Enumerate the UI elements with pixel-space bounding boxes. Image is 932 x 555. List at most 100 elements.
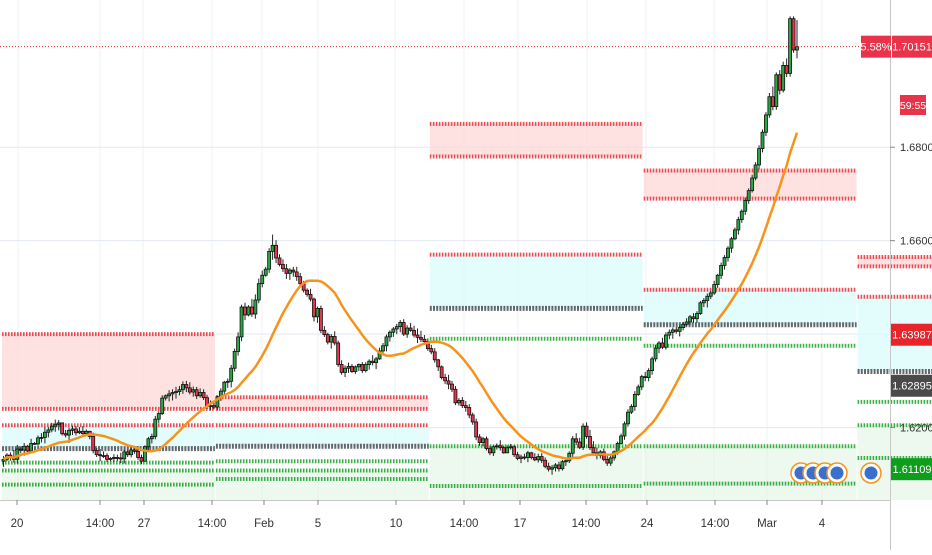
candle-up [667,331,672,336]
candle-down [94,450,99,456]
candle-up [567,452,572,462]
candle-up [398,322,403,328]
candle-up [263,268,268,276]
time-tick-label: 14:00 [86,518,115,530]
candle-up [739,210,744,221]
candle-up [367,360,372,365]
candle-down [470,414,475,423]
candle-down [432,351,437,361]
candle-up [684,321,689,325]
resistance-band [857,257,932,267]
level-badge-label: 1.63987 [892,330,932,342]
candle-up [563,460,568,463]
candle-down [501,447,506,454]
candle-down [453,388,458,404]
candle-down [125,451,130,456]
event-marker-icon [830,466,844,480]
candle-up [122,451,127,460]
candle-up [519,456,523,459]
candle-up [15,448,20,460]
candle-up [353,366,358,372]
pivot-band [643,289,857,325]
candle-down [777,74,782,91]
candle-up [198,392,203,397]
level-badge-label: 1.62895 [892,381,932,393]
price-axis-ticks[interactable]: 1.68000 1.66000 1.62000 [890,142,932,435]
candle-up [394,326,399,330]
candle-down [605,458,610,464]
candle-up [229,367,234,382]
time-tick-label: Mar [757,518,777,530]
candle-up [236,336,241,352]
candle-up [163,395,168,399]
support-band [215,470,429,500]
candle-down [463,405,468,408]
candle-up [750,177,755,192]
candle-down [298,276,303,285]
candle-down [291,269,296,273]
candle-down [474,421,479,438]
candle-down [339,364,344,373]
candle-up [270,244,275,252]
candle-up [698,302,703,314]
candle-up [329,336,334,343]
candle-down [370,360,375,364]
candle-down [422,338,427,342]
candle-up [225,380,230,383]
candle-up [215,396,220,408]
candle-up [56,422,61,425]
candle-up [677,327,682,332]
candle-up [46,429,51,433]
candle-up [719,265,723,276]
candle-up [494,445,499,448]
candle-up [608,457,613,464]
candle-down [412,329,416,336]
level-badge-box [891,323,932,346]
candle-up [112,457,116,459]
candle-up [491,446,496,454]
event-markers[interactable] [790,462,882,484]
candle-up [764,114,768,133]
candle-up [636,386,641,395]
candle-down [360,364,365,371]
candle-down [350,365,354,372]
time-axis-ticks[interactable]: 20 14:00 27 14:00 Feb 5 10 14:00 17 14:00 24 14:00 M… [11,500,826,530]
candle-down [318,308,323,331]
candle-up [170,392,175,395]
candle-up [708,292,713,297]
candle-up [36,437,40,445]
candle-down [32,443,37,445]
level-badge-box [891,374,932,397]
price-tick-label: 1.66000 [900,236,932,248]
candle-up [129,449,134,456]
event-marker-icon [864,466,878,480]
candle-down [512,446,516,456]
candle-up [650,358,654,371]
candle-up [177,389,182,392]
candle-up [405,327,410,335]
candle-down [18,448,23,451]
candle-up [356,364,361,368]
candle-down [274,244,278,259]
candle-up [560,461,565,470]
candle-up [733,229,737,240]
candle-down [643,376,648,379]
time-axis-background[interactable] [0,500,890,550]
candle-up [149,436,154,440]
candle-down [212,405,216,408]
candle-up [722,257,727,266]
candle-up [143,446,147,462]
candle-down [591,447,596,454]
candle-up [736,219,741,231]
candle-down [429,348,434,353]
candle-up [146,438,151,448]
candle-down [277,257,282,265]
candle-up [701,300,706,304]
candle-up [381,345,385,352]
candle-up [632,393,637,407]
candle-up [191,389,196,393]
candle-down [584,425,589,437]
candle-up [746,190,751,201]
